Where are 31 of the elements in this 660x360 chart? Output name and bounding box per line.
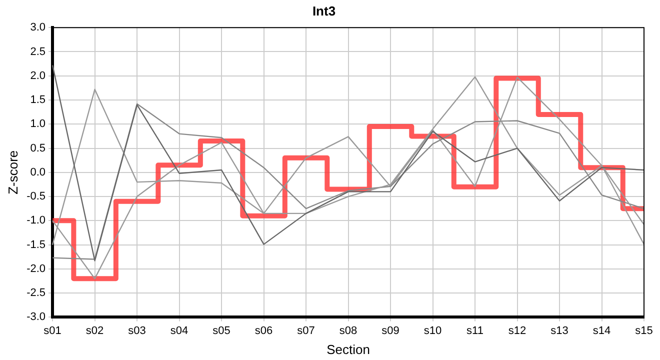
y-tick-label: -2.0 [26, 262, 46, 275]
y-tick-label: 1.0 [30, 118, 46, 130]
x-tick-label: s09 [382, 324, 400, 337]
y-tick-label: -0.5 [26, 190, 46, 203]
x-tick-label: s02 [86, 324, 104, 337]
x-tick-label: s03 [128, 324, 146, 337]
x-tick-label: s01 [44, 324, 62, 337]
y-tick-label: 2.0 [30, 70, 46, 82]
y-tick-label: 0.5 [30, 142, 46, 154]
y-tick-label: -3.0 [26, 311, 46, 324]
chart-title: Int3 [312, 3, 336, 18]
y-tick-label: -1.0 [26, 214, 46, 227]
x-tick-label: s14 [592, 324, 611, 337]
x-tick-label: s15 [635, 324, 653, 337]
y-tick-label: -1.5 [26, 238, 46, 251]
y-tick-label: 0.0 [30, 166, 46, 178]
x-tick-label: s07 [297, 324, 315, 337]
y-tick-label: 3.0 [30, 22, 46, 34]
x-tick-label: s13 [550, 324, 568, 337]
y-tick-label: -2.5 [26, 287, 46, 300]
x-tick-label: s11 [466, 324, 484, 337]
x-tick-label: s08 [339, 324, 358, 337]
y-axis-title: Z-score [5, 150, 20, 194]
x-tick-label: s12 [508, 324, 526, 337]
x-axis-title: Section [326, 342, 370, 357]
y-tick-label: 2.5 [30, 46, 46, 58]
x-tick-label: s10 [424, 324, 442, 337]
x-tick-label: s04 [170, 324, 188, 337]
y-tick-label: 1.5 [30, 94, 46, 106]
x-tick-label: s05 [212, 324, 230, 337]
x-tick-label: s06 [254, 324, 273, 337]
